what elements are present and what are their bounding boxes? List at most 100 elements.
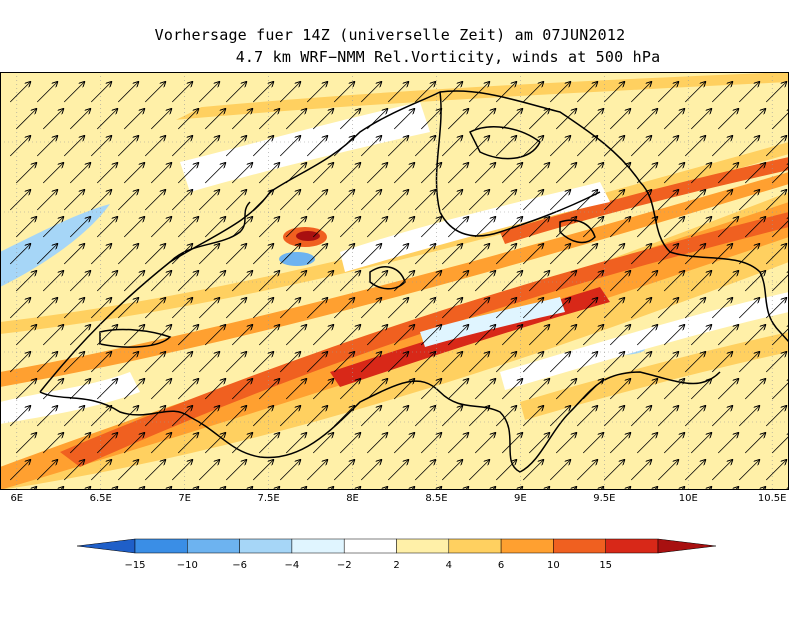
wind-arrow (420, 271, 441, 292)
wind-arrow (285, 325, 306, 346)
wind-arrow (387, 406, 408, 427)
wind-arrow (663, 325, 684, 346)
wind-arrow (549, 244, 570, 265)
wind-arrow (306, 406, 327, 427)
wind-arrow (603, 352, 624, 373)
wind-arrow (360, 190, 381, 211)
wind-arrow (393, 163, 414, 184)
wind-arrow (225, 406, 246, 427)
wind-arrow (366, 217, 387, 238)
wind-arrow (474, 109, 495, 130)
wind-arrow (42, 433, 63, 454)
wind-arrow (738, 244, 759, 265)
wind-arrow (522, 190, 543, 211)
wind-arrow (549, 298, 570, 319)
wind-arrow (123, 271, 144, 292)
wind-arrow (63, 298, 84, 319)
wind-arrow (15, 217, 36, 238)
wind-arrow (603, 136, 624, 157)
wind-arrow (231, 271, 252, 292)
wind-arrow (447, 163, 468, 184)
wind-arrow (117, 136, 138, 157)
wind-arrow (123, 433, 144, 454)
wind-arrow (171, 244, 192, 265)
wind-arrow (765, 298, 786, 319)
wind-arrow (609, 217, 630, 238)
wind-arrow (663, 271, 684, 292)
wind-arrow (663, 109, 684, 130)
wind-arrow (555, 433, 576, 454)
wind-arrow (171, 190, 192, 211)
wind-arrow (339, 163, 360, 184)
wind-arrow (603, 244, 624, 265)
wind-arrow (231, 433, 252, 454)
wind-arrow (711, 352, 732, 373)
wind-arrow (285, 217, 306, 238)
wind-arrow (576, 460, 597, 481)
wind-arrow (366, 325, 387, 346)
wind-arrow (117, 460, 138, 481)
longitude-label: 9.5E (593, 493, 616, 504)
wind-arrow (63, 244, 84, 265)
wind-arrow (528, 433, 549, 454)
longitude-label: 9E (514, 493, 527, 504)
wind-arrow (468, 406, 489, 427)
wind-arrow (576, 244, 597, 265)
wind-arrow (663, 163, 684, 184)
wind-arrow (171, 136, 192, 157)
wind-arrow (582, 109, 603, 130)
wind-arrow (9, 136, 30, 157)
wind-arrow (468, 244, 489, 265)
vorticity-map (0, 72, 789, 490)
wind-arrow (339, 217, 360, 238)
wind-arrow (528, 379, 549, 400)
wind-arrow (69, 433, 90, 454)
wind-arrow (69, 379, 90, 400)
wind-arrow (312, 109, 333, 130)
wind-arrow (63, 136, 84, 157)
wind-arrow (171, 298, 192, 319)
wind-arrow (252, 82, 273, 103)
wind-arrow (204, 217, 225, 238)
wind-arrow (603, 406, 624, 427)
wind-arrow (333, 460, 354, 481)
wind-arrow (333, 190, 354, 211)
wind-arrow (663, 217, 684, 238)
wind-arrow (447, 325, 468, 346)
wind-arrow (522, 244, 543, 265)
wind-arrow (501, 433, 522, 454)
wind-arrow (339, 433, 360, 454)
wind-arrow (441, 82, 462, 103)
wind-arrow (312, 433, 333, 454)
wind-arrow (333, 244, 354, 265)
wind-arrow (690, 325, 711, 346)
wind-arrow (333, 298, 354, 319)
wind-arrow (690, 163, 711, 184)
wind-arrow (414, 460, 435, 481)
wind-arrow (306, 298, 327, 319)
longitude-label: 6E (10, 493, 24, 504)
wind-arrow (90, 352, 111, 373)
wind-arrow (90, 190, 111, 211)
wind-arrow (657, 136, 678, 157)
wind-arrow (690, 433, 711, 454)
wind-arrow (9, 460, 30, 481)
wind-arrow (96, 163, 117, 184)
colorbar-tick-label: 4 (445, 560, 452, 571)
colorbar-tick-label: 2 (393, 560, 400, 571)
wind-arrow (387, 244, 408, 265)
wind-arrow (744, 379, 765, 400)
wind-arrow (495, 460, 516, 481)
wind-arrow (387, 136, 408, 157)
wind-arrow (717, 163, 738, 184)
wind-arrow (63, 460, 84, 481)
wind-arrow (252, 298, 273, 319)
wind-arrow (495, 352, 516, 373)
wind-arrow (738, 82, 759, 103)
wind-arrow (69, 325, 90, 346)
wind-arrow (96, 271, 117, 292)
wind-arrow (204, 109, 225, 130)
colorbar-segment (134, 538, 188, 554)
wind-arrow (9, 298, 30, 319)
wind-arrow (117, 82, 138, 103)
